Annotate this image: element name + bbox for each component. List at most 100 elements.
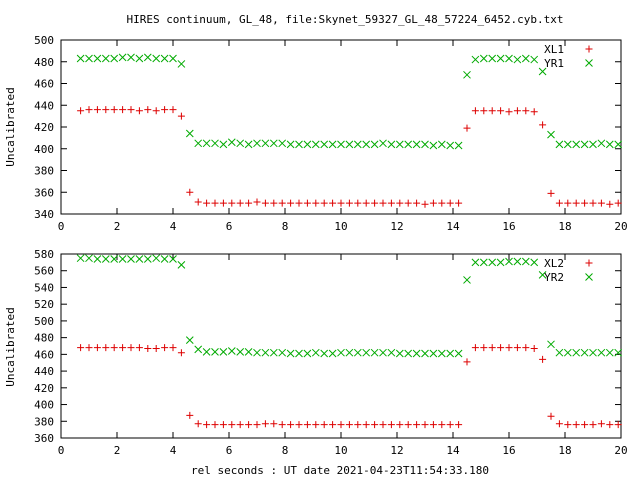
data-point [303,140,312,149]
data-point [522,344,530,352]
data-point [236,348,245,356]
data-point [521,54,530,63]
data-point [371,421,379,429]
y-tick-label: 480 [34,332,54,345]
x-tick-label: 16 [502,220,515,233]
data-point [539,355,547,363]
data-point [76,54,85,63]
data-point [245,199,253,207]
data-point [547,189,555,197]
data-point [135,255,144,263]
data-point [102,106,110,114]
data-point [286,349,295,358]
data-point [505,257,513,266]
data-point [186,188,194,196]
data-point [471,344,479,352]
data-point [143,53,152,62]
data-point [614,199,622,207]
y-tick-label: 560 [34,265,54,278]
data-point [236,199,244,207]
x-tick-label: 0 [58,220,65,233]
data-point [311,140,320,149]
chart-title: HIRES continuum, GL_48, file:Skynet_5932… [126,13,563,26]
data-point [202,139,211,148]
data-point [135,107,143,115]
x-tick-label: 18 [558,444,571,457]
y-tick-label: 400 [34,399,54,412]
data-point [144,106,152,114]
data-point [530,55,539,64]
data-point [614,421,622,429]
data-point [102,344,110,352]
data-point [194,420,202,428]
data-point [488,258,497,267]
data-point [606,200,614,208]
data-point [572,140,581,149]
data-point [345,348,354,357]
data-point [597,348,606,357]
data-point [219,348,228,356]
y-tick-label: 440 [34,99,54,112]
data-point [496,258,505,267]
data-point [211,139,219,148]
data-point [135,344,143,352]
data-point [421,140,429,149]
y-tick-label: 580 [34,248,54,261]
y-tick-label: 420 [34,121,54,134]
data-point [597,199,605,207]
data-point [589,421,597,429]
data-point [194,139,203,148]
data-point [563,140,572,149]
data-point [337,348,345,357]
data-point [320,199,328,207]
data-point [127,344,135,352]
data-point [202,348,211,356]
data-point [614,348,623,357]
data-point [555,140,564,149]
legend-marker [585,259,593,267]
y-tick-label: 380 [34,165,54,178]
data-point [127,255,135,263]
data-point [429,349,438,358]
data-point [77,344,85,352]
x-tick-label: 8 [282,220,289,233]
data-point [581,199,589,207]
data-point [379,199,387,207]
data-point [337,199,345,207]
data-point [396,421,404,429]
legend-marker [585,59,593,67]
data-point [555,348,564,357]
data-point [395,140,404,149]
x-tick-label: 14 [446,220,460,233]
data-point [85,106,93,114]
data-point [437,349,446,358]
data-point [480,344,488,352]
data-point [538,271,547,279]
data-point [387,140,396,149]
data-point [312,199,320,207]
data-point [404,140,413,149]
data-point [118,53,127,62]
data-point [329,421,337,429]
series-YR1 [76,53,623,150]
y-tick-label: 400 [34,143,54,156]
data-point [270,199,278,207]
data-point [110,344,118,352]
data-point [219,140,228,149]
data-point [488,54,497,63]
data-point [177,60,186,68]
data-point [177,112,185,120]
data-point [177,349,185,357]
x-tick-label: 10 [334,220,347,233]
data-point [513,107,521,115]
data-point [387,421,395,429]
data-point [244,348,253,356]
data-point [354,199,362,207]
data-point [110,255,119,263]
data-point [547,340,555,349]
data-point [185,129,194,138]
data-point [110,54,119,63]
data-point [370,348,379,357]
data-point [497,344,505,352]
